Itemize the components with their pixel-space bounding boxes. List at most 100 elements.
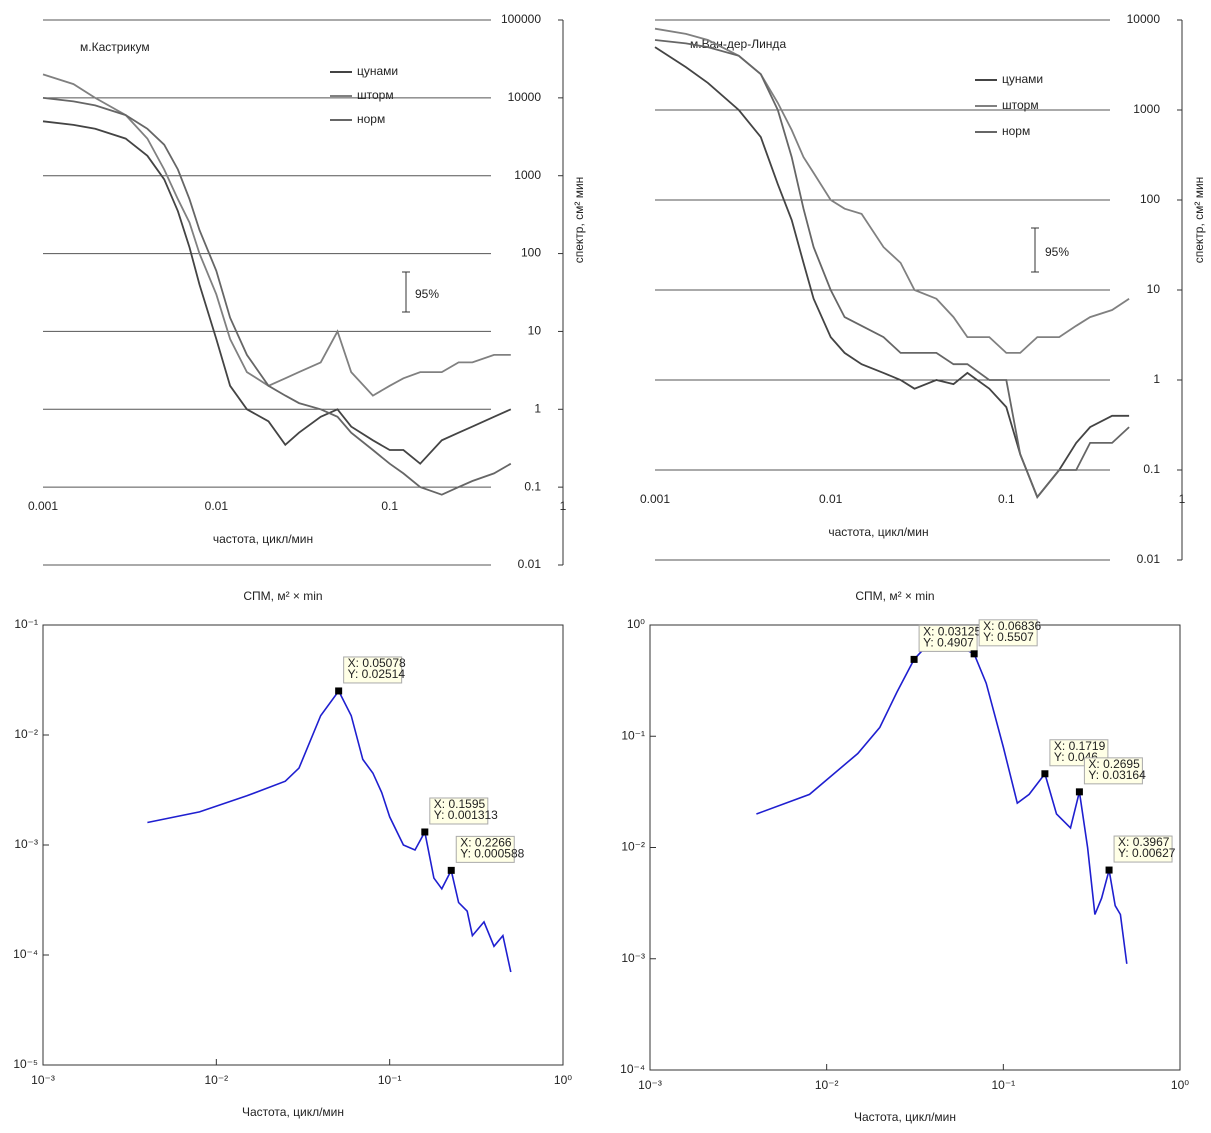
legend-label: цунами (1002, 72, 1043, 86)
error-bar-label: 95% (1045, 245, 1069, 259)
x-axis-label: Частота, цикл/мин (854, 1110, 956, 1124)
datatip-y: Y: 0.000588 (460, 847, 524, 861)
datatip-x: X: 0.1719 (1054, 739, 1106, 753)
x-tick-label: 1 (1179, 492, 1186, 506)
chart-title: СПМ, м² × min (855, 589, 934, 603)
y-tick-label: 100 (1140, 192, 1160, 206)
y-tick-label: 0.01 (1137, 552, 1161, 566)
chart-title: СПМ, м² × min (243, 589, 322, 603)
y-axis-label: спектр, см² мин (572, 177, 586, 264)
datatip-y: Y: 0.4907 (923, 636, 974, 650)
legend-label: цунами (357, 64, 398, 78)
x-tick-label: 0.01 (205, 499, 229, 513)
series-line (42, 120, 512, 465)
y-tick-label: 10000 (508, 90, 542, 104)
datatip-marker (910, 655, 918, 663)
datatip-box (918, 624, 978, 652)
x-axis-label: частота, цикл/мин (828, 525, 928, 539)
datatip-box (1113, 835, 1173, 863)
x-axis-label: Частота, цикл/мин (242, 1105, 344, 1119)
y-tick-label: 10 (528, 324, 542, 338)
x-tick-label: 10⁰ (1171, 1078, 1189, 1092)
datatip-box (343, 656, 403, 684)
x-tick-label: 0.1 (998, 492, 1015, 506)
y-tick-label: 0.1 (1143, 462, 1160, 476)
x-tick-label: 0.001 (28, 499, 58, 513)
series-line (654, 27, 1130, 354)
datatip-marker (1041, 770, 1049, 778)
datatip-y: Y: 0.5507 (983, 630, 1034, 644)
x-tick-label: 0.01 (819, 492, 843, 506)
y-tick-label: 1 (1153, 372, 1160, 386)
series-line (654, 39, 1130, 499)
legend-label: норм (357, 112, 385, 126)
datatip-marker (447, 866, 455, 874)
y-tick-label: 1000 (1133, 102, 1160, 116)
x-tick-label: 10⁻³ (638, 1078, 662, 1092)
datatip-x: X: 0.05078 (348, 656, 406, 670)
datatip-y: Y: 0.00627 (1118, 846, 1176, 860)
datatip-box (978, 619, 1038, 647)
y-axis-label: спектр, см² мин (1192, 177, 1206, 264)
datatip-x: X: 0.2266 (460, 836, 512, 850)
y-tick-label: 1000 (514, 168, 541, 182)
y-tick-label: 10⁻³ (14, 837, 38, 851)
y-tick-label: 10⁻² (14, 727, 38, 741)
legend-label: шторм (1002, 98, 1039, 112)
datatip-box (1083, 757, 1143, 785)
datatip-y: Y: 0.03164 (1088, 768, 1146, 782)
x-tick-label: 10⁻³ (31, 1073, 55, 1087)
datatip-y: Y: 0.001313 (434, 808, 498, 822)
datatip-marker (421, 828, 429, 836)
y-tick-label: 10000 (1127, 12, 1161, 26)
x-tick-label: 0.1 (381, 499, 398, 513)
x-tick-label: 1 (560, 499, 567, 513)
annotation: м.Ван-дер-Линда (690, 37, 786, 51)
x-tick-label: 10⁻¹ (991, 1078, 1015, 1092)
annotation: м.Кастрикум (80, 40, 150, 54)
series-line (147, 689, 512, 973)
y-tick-label: 10⁻¹ (14, 617, 38, 631)
y-tick-label: 0.01 (518, 557, 542, 571)
x-tick-label: 10⁻¹ (378, 1073, 402, 1087)
x-tick-label: 10⁰ (554, 1073, 572, 1087)
y-tick-label: 0.1 (524, 479, 541, 493)
error-bar (402, 227, 1039, 313)
datatip-marker (1105, 866, 1113, 874)
x-tick-label: 10⁻² (815, 1078, 839, 1092)
datatip-marker (335, 687, 343, 695)
y-tick-label: 100000 (501, 12, 541, 26)
y-tick-label: 10⁻¹ (621, 728, 645, 742)
datatip-marker (970, 650, 978, 658)
series-line (42, 73, 511, 397)
series-line (654, 46, 1130, 499)
datatip-x: X: 0.06836 (983, 619, 1041, 633)
y-tick-label: 10⁻⁵ (13, 1057, 38, 1071)
datatip-x: X: 0.2695 (1088, 757, 1140, 771)
y-tick-label: 10 (1147, 282, 1161, 296)
y-tick-label: 10⁻³ (621, 951, 645, 965)
y-tick-label: 100 (521, 246, 541, 260)
x-tick-label: 10⁻² (204, 1073, 228, 1087)
x-tick-label: 0.001 (640, 492, 670, 506)
y-tick-label: 10⁰ (627, 617, 645, 631)
legend-label: норм (1002, 124, 1030, 138)
datatip-x: X: 0.3967 (1118, 835, 1170, 849)
series-line (42, 97, 512, 496)
datatip-y: Y: 0.02514 (348, 667, 406, 681)
y-tick-label: 10⁻⁴ (620, 1062, 645, 1076)
datatip-marker (1075, 788, 1083, 796)
datatip-x: X: 0.1595 (434, 797, 486, 811)
datatip-box (429, 797, 489, 825)
y-tick-label: 10⁻² (621, 840, 645, 854)
y-tick-label: 1 (534, 401, 541, 415)
datatip-x: X: 0.03125 (923, 625, 981, 639)
datatip-box (455, 835, 515, 863)
x-axis-label: частота, цикл/мин (213, 532, 313, 546)
plot-frame (649, 624, 1181, 1071)
series-line (756, 638, 1128, 964)
error-bar-label: 95% (415, 287, 439, 301)
legend-label: шторм (357, 88, 394, 102)
